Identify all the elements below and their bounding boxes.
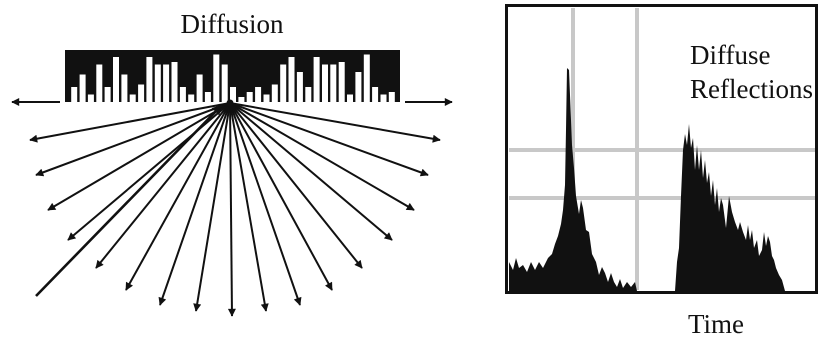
diffuser-well bbox=[355, 72, 362, 102]
reflection-envelope bbox=[509, 68, 785, 291]
scattered-ray-arrow bbox=[47, 102, 231, 211]
diffuser-well bbox=[288, 57, 295, 102]
diffuser-well bbox=[380, 94, 387, 102]
scattered-ray-arrow bbox=[193, 102, 231, 312]
diffuser-well bbox=[305, 87, 312, 102]
diffuser-well bbox=[96, 64, 103, 102]
scattered-ray-arrow bbox=[158, 102, 231, 306]
plot-frame bbox=[505, 4, 818, 294]
diffuser-well bbox=[271, 84, 278, 102]
diffuser-well bbox=[363, 54, 370, 102]
diffuser-well bbox=[246, 92, 253, 102]
diffuser-well bbox=[221, 64, 228, 102]
diffusion-diagram: Diffusion bbox=[11, 9, 453, 317]
diffuser-well bbox=[313, 57, 320, 102]
diffuser-well bbox=[330, 64, 337, 102]
diffuser-well bbox=[163, 64, 170, 102]
diffuser-well bbox=[388, 92, 395, 102]
diffuser-well bbox=[179, 87, 186, 102]
scattered-ray-arrow bbox=[229, 102, 415, 211]
diffuser-well bbox=[372, 87, 379, 102]
diffuser-well bbox=[154, 64, 161, 102]
time-axis-label: Time bbox=[688, 309, 744, 339]
scattered-ray-arrow bbox=[35, 102, 231, 177]
diffuser-well bbox=[129, 94, 136, 102]
diffuser-well bbox=[121, 74, 128, 102]
diffuser-well bbox=[322, 64, 328, 102]
diffuser-well bbox=[87, 94, 94, 102]
scattered-ray-arrow bbox=[125, 102, 231, 291]
scattered-ray-arrow bbox=[227, 102, 236, 317]
scattered-ray-arrow bbox=[229, 102, 393, 241]
diffuser-well bbox=[171, 62, 178, 102]
diffuser-well bbox=[71, 87, 78, 102]
diffuser-well bbox=[263, 94, 270, 102]
scattered-ray-arrow bbox=[95, 102, 231, 269]
diffuser-well bbox=[204, 92, 211, 102]
incident-ray bbox=[35, 104, 223, 297]
diffuser-panel bbox=[65, 50, 400, 102]
diffuser-well bbox=[347, 94, 353, 102]
diffuser-well bbox=[338, 62, 345, 102]
diffuser-well bbox=[296, 72, 303, 102]
diffuser-well bbox=[255, 87, 262, 102]
scattered-ray-arrow bbox=[229, 102, 302, 306]
diffuser-wells bbox=[71, 54, 395, 102]
diffuse-reflections-plot: Diffuse Reflections Time bbox=[505, 4, 818, 339]
scattered-ray-arrow bbox=[229, 102, 269, 312]
scattered-ray-arrow bbox=[229, 102, 429, 177]
diffuser-well bbox=[104, 87, 111, 102]
diffuser-well bbox=[113, 57, 119, 102]
scattered-ray-arrow bbox=[229, 102, 333, 291]
diffuse-title-line2: Reflections bbox=[690, 74, 813, 104]
diffuser-well bbox=[138, 84, 145, 102]
diffuser-well bbox=[280, 64, 287, 102]
diffuser-well bbox=[230, 87, 236, 102]
diffuser-well bbox=[196, 74, 203, 102]
scattered-ray-arrow bbox=[229, 102, 363, 269]
ray-origin-point bbox=[226, 99, 234, 107]
diffuser-well bbox=[188, 94, 195, 102]
scattered-ray-arrow bbox=[229, 102, 441, 143]
diffuser-well bbox=[79, 74, 86, 102]
diffuser-well bbox=[238, 97, 245, 102]
diffuse-title-line1: Diffuse bbox=[690, 40, 771, 70]
diffuser-well bbox=[213, 54, 220, 102]
diffusion-title: Diffusion bbox=[180, 9, 284, 39]
diffuser-well bbox=[146, 57, 153, 102]
scattered-ray-arrow bbox=[29, 102, 231, 143]
scattered-rays bbox=[11, 98, 453, 317]
